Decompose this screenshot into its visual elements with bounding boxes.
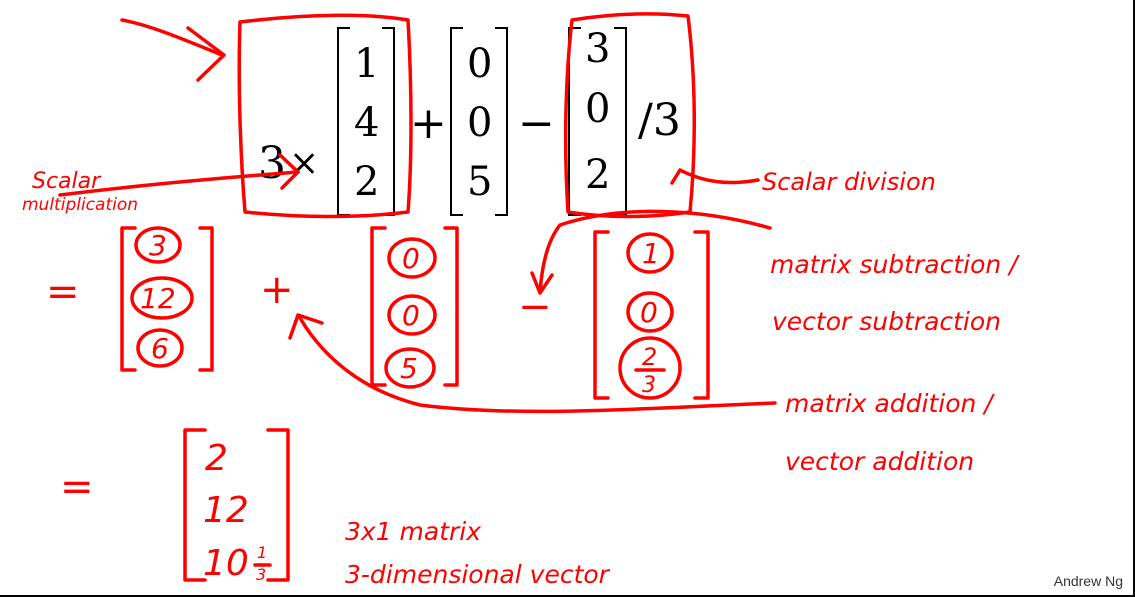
vec-a-entry-3: 2 (354, 159, 379, 205)
addition-curve-icon (298, 316, 777, 414)
vec-c-left-bracket (568, 27, 581, 216)
scalar-mult-box (237, 13, 413, 219)
step1-vec3-left-bracket (593, 230, 610, 400)
circle-entry (130, 276, 194, 320)
result-entry-3-whole: 10 (203, 543, 249, 584)
step1-vec1-entry-3: 6 (151, 332, 169, 365)
circle-entry (626, 291, 674, 333)
step1-vec3-right-bracket (693, 230, 710, 400)
div-by-three: /3 (638, 95, 681, 146)
circle-entry (387, 294, 437, 336)
circle-entry (136, 328, 184, 368)
vec-b-entry-2: 0 (467, 100, 492, 146)
vec-b-left-bracket (450, 27, 463, 216)
result-entry-1: 2 (205, 438, 228, 479)
step1-vec1-left-bracket (120, 226, 137, 372)
step1-vec3-numerator: 2 (642, 343, 657, 371)
top-arrow-icon (120, 18, 224, 57)
step1-vec3-entry-1: 1 (642, 237, 660, 270)
step1-vec1-right-bracket (198, 226, 214, 372)
step1-vec2-entry-3: 5 (400, 352, 418, 385)
shape-label-2: 3-dimensional vector (345, 560, 611, 589)
plus-sign: + (410, 98, 447, 149)
step1-vec3-entry-2: 0 (640, 296, 658, 329)
result-entry-3-numerator: 1 (257, 543, 267, 562)
scalar-mult-arrowhead-icon (278, 153, 300, 190)
mat-add-label-1: matrix addition / (785, 389, 995, 418)
vec-b-right-bracket (495, 27, 508, 216)
scalar-mult-arrow-icon (58, 170, 300, 197)
result-left-bracket (183, 428, 207, 582)
circle-entry (387, 237, 437, 279)
step1-plus: + (260, 267, 294, 313)
top-arrow-head-icon (186, 26, 226, 82)
step1-vec1-entry-1: 3 (149, 229, 167, 262)
step1-vec2-right-bracket (443, 226, 459, 387)
step1-minus: − (518, 284, 552, 330)
vec-b-entry-1: 0 (467, 41, 492, 87)
mat-sub-label-1: matrix subtraction / (770, 250, 1020, 279)
step1-vec1-entry-2: 12 (140, 282, 176, 315)
subtraction-curve-icon (538, 209, 772, 294)
vec-c-right-bracket (614, 27, 627, 216)
circle-entry (626, 232, 674, 274)
scalar-mult-label-2: multiplication (22, 195, 138, 215)
result-entry-2: 12 (203, 490, 249, 531)
result-equals: = (60, 464, 94, 510)
author-credit: Andrew Ng (1053, 573, 1123, 589)
vec-a-left-bracket (337, 27, 350, 216)
scalar-three: 3 (258, 138, 286, 189)
step1-vec2-entry-1: 0 (402, 242, 420, 275)
scalar-div-arrow-icon (670, 168, 760, 185)
vec-c-entry-3: 2 (585, 152, 610, 198)
vec-a-entry-1: 1 (354, 41, 379, 87)
shape-label-1: 3x1 matrix (345, 517, 481, 546)
circle-entry (134, 226, 182, 264)
step1-vec2-left-bracket (370, 226, 387, 387)
mat-add-label-2: vector addition (785, 447, 974, 476)
scalar-div-label: Scalar division (762, 168, 936, 196)
step1-equals: = (46, 269, 80, 315)
step1-vec3-denominator: 3 (642, 373, 656, 398)
mat-sub-label-2: vector subtraction (772, 307, 1001, 336)
vec-c-entry-2: 0 (585, 86, 610, 132)
scalar-mult-label-1: Scalar (32, 169, 102, 194)
vec-b-entry-3: 5 (467, 159, 492, 205)
circle-entry (384, 347, 436, 389)
circle-entry (618, 336, 682, 400)
step1-vec2-entry-2: 0 (402, 299, 420, 332)
result-right-bracket (266, 428, 290, 582)
minus-sign: − (518, 98, 555, 149)
vec-a-entry-2: 4 (354, 100, 379, 146)
vec-c-entry-1: 3 (585, 26, 610, 72)
vec-a-right-bracket (382, 27, 395, 216)
result-entry-3-denominator: 3 (256, 565, 266, 584)
addition-arrowhead-icon (288, 313, 324, 340)
subtraction-arrowhead-icon (530, 271, 554, 295)
